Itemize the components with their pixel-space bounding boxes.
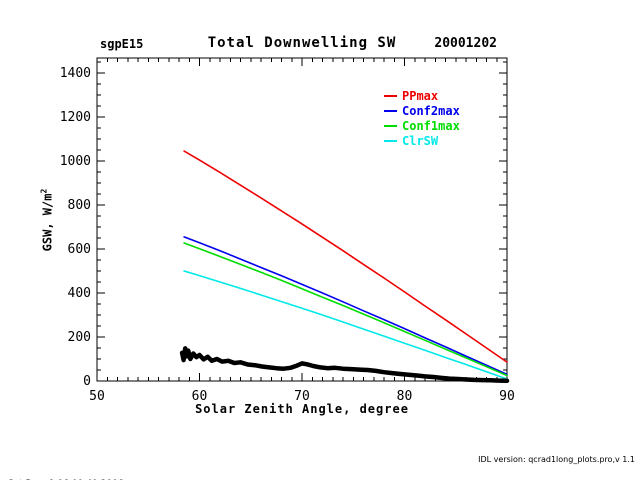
series-PPmax: [183, 150, 508, 363]
x-tick-label: 80: [397, 389, 413, 404]
series-Conf2max: [183, 236, 508, 376]
y-axis-title-text: GSW, W/m: [40, 193, 55, 252]
legend-dash-icon: [384, 124, 397, 127]
y-tick-label: 600: [68, 242, 91, 257]
legend-item-conf1max: Conf1max: [384, 118, 460, 133]
y-tick-label: 1200: [60, 110, 91, 125]
plot-title: Total Downwelling SW: [207, 35, 397, 51]
legend-item-conf2max: Conf2max: [384, 103, 460, 118]
legend-dash-icon: [384, 109, 397, 112]
y-tick-label: 1400: [60, 66, 91, 81]
footer-right: IDL version: qcrad1long_plots.pro,v 1.1 …: [420, 440, 635, 480]
footer-idl-version: IDL version: qcrad1long_plots.pro,v 1.1: [478, 455, 635, 464]
legend-label: PPmax: [402, 88, 439, 103]
x-tick-label: 90: [499, 389, 515, 404]
legend-label: Conf2max: [402, 103, 460, 118]
site-label: sgpE15: [100, 37, 144, 51]
x-axis-title: Solar Zenith Angle, degree: [195, 402, 409, 416]
x-tick-label: 70: [294, 389, 310, 404]
y-tick-label: 800: [68, 198, 91, 213]
legend-dash-icon: [384, 139, 397, 142]
legend: PPmax Conf2max Conf1max ClrSW: [384, 88, 460, 148]
series-ClrSW: [183, 270, 508, 380]
y-axis-title: GSW, W/m2: [40, 189, 55, 252]
legend-label: ClrSW: [402, 133, 439, 148]
series-Conf1max: [183, 242, 508, 377]
x-tick-label: 60: [192, 389, 208, 404]
x-tick-label: 50: [89, 389, 105, 404]
footer-timestamp: Sat Dec 9 06:00:40 2006: [8, 476, 317, 480]
legend-dash-icon: [384, 94, 397, 97]
y-tick-label: 400: [68, 286, 91, 301]
plot-date: 20001202: [434, 36, 497, 51]
legend-item-clrsw: ClrSW: [384, 133, 460, 148]
footer-left: Sat Dec 9 06:00:40 2006 Battelle Pacific…: [8, 444, 317, 480]
y-tick-label: 1000: [60, 154, 91, 169]
series-measured: [179, 346, 510, 384]
y-axis-title-exponent: 2: [39, 188, 49, 194]
legend-item-ppmax: PPmax: [384, 88, 460, 103]
y-tick-label: 0: [83, 374, 91, 389]
legend-label: Conf1max: [402, 118, 460, 133]
y-tick-label: 200: [68, 330, 91, 345]
